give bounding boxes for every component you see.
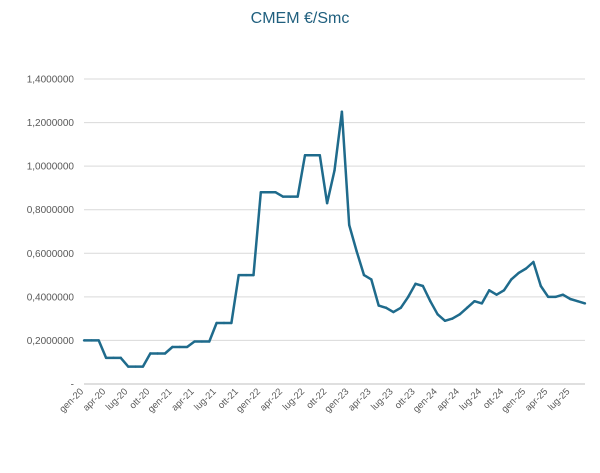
data-point bbox=[495, 293, 498, 296]
data-point bbox=[112, 356, 115, 360]
data-point bbox=[458, 313, 461, 316]
x-tick-label: apr-25 bbox=[523, 386, 550, 413]
data-point bbox=[517, 271, 520, 275]
data-point bbox=[97, 339, 100, 342]
data-point bbox=[230, 321, 233, 325]
data-point bbox=[370, 278, 373, 281]
data-point bbox=[510, 278, 513, 281]
y-tick-label: 0,6000000 bbox=[27, 249, 75, 260]
data-point bbox=[215, 321, 218, 325]
x-tick-label: gen-21 bbox=[146, 386, 175, 415]
data-point bbox=[163, 352, 167, 355]
y-tick-label: 1,4000000 bbox=[27, 75, 75, 86]
data-point bbox=[281, 195, 285, 198]
data-point bbox=[377, 304, 380, 307]
data-point bbox=[325, 201, 329, 205]
data-point bbox=[171, 345, 174, 349]
data-point bbox=[473, 300, 476, 303]
data-point bbox=[82, 339, 86, 342]
x-tick-label: gen-23 bbox=[323, 386, 352, 415]
x-tick-label: lug-25 bbox=[546, 386, 572, 412]
data-point bbox=[178, 345, 181, 349]
data-point bbox=[266, 191, 270, 194]
data-point bbox=[554, 295, 557, 299]
data-point bbox=[185, 345, 189, 349]
data-point bbox=[576, 300, 579, 303]
data-point bbox=[237, 273, 240, 277]
data-point bbox=[289, 195, 292, 198]
data-point bbox=[362, 273, 366, 277]
x-tick-label: gen-24 bbox=[411, 386, 440, 415]
data-point bbox=[90, 339, 93, 342]
data-point bbox=[539, 284, 542, 288]
y-tick-label: 0,2000000 bbox=[27, 336, 75, 347]
data-point bbox=[141, 365, 145, 368]
data-point bbox=[569, 297, 572, 301]
data-point bbox=[296, 195, 299, 198]
data-point bbox=[244, 273, 248, 277]
data-point bbox=[392, 310, 395, 314]
data-point bbox=[274, 191, 277, 194]
data-point bbox=[311, 154, 314, 157]
x-tick-label: apr-22 bbox=[258, 386, 285, 413]
x-tick-label: lug-23 bbox=[369, 386, 395, 412]
data-point bbox=[502, 289, 506, 292]
data-point bbox=[561, 293, 565, 296]
x-tick-label: apr-21 bbox=[169, 386, 196, 413]
data-point bbox=[252, 273, 255, 277]
y-tick-label: 0,4000000 bbox=[27, 292, 75, 303]
data-point bbox=[414, 282, 417, 285]
series-line-cmem bbox=[84, 110, 586, 368]
chart-title: CMEM €/Smc bbox=[250, 10, 350, 27]
x-tick-label: gen-25 bbox=[499, 386, 528, 415]
data-point bbox=[451, 317, 454, 320]
x-tick-label: lug-20 bbox=[104, 386, 130, 412]
data-point bbox=[421, 284, 425, 288]
data-point bbox=[429, 300, 432, 303]
x-tick-label: apr-23 bbox=[346, 386, 373, 413]
x-tick-label: lug-24 bbox=[458, 386, 484, 412]
data-point bbox=[333, 169, 336, 172]
data-point bbox=[532, 260, 535, 264]
x-tick-label: lug-22 bbox=[281, 386, 307, 412]
data-point bbox=[318, 154, 321, 157]
data-point bbox=[156, 352, 159, 355]
y-tick-label: 1,0000000 bbox=[27, 162, 75, 173]
x-tick-label: gen-22 bbox=[234, 386, 263, 415]
y-tick-label: 1,2000000 bbox=[27, 118, 75, 129]
data-point bbox=[340, 110, 344, 113]
data-point bbox=[134, 365, 137, 368]
data-point bbox=[480, 302, 484, 305]
data-point bbox=[488, 289, 491, 292]
data-point bbox=[119, 356, 123, 360]
data-point bbox=[384, 306, 388, 309]
data-point bbox=[127, 365, 130, 368]
data-point bbox=[208, 340, 211, 343]
data-point bbox=[193, 340, 196, 343]
data-point bbox=[259, 191, 263, 194]
data-point bbox=[524, 267, 528, 270]
data-point bbox=[355, 249, 358, 253]
x-tick-label: apr-20 bbox=[81, 386, 108, 413]
data-point bbox=[583, 302, 587, 305]
y-tick-label: 0,8000000 bbox=[27, 205, 75, 216]
data-point bbox=[436, 313, 439, 316]
data-point bbox=[200, 340, 204, 343]
data-point bbox=[443, 319, 447, 323]
data-point bbox=[303, 154, 307, 157]
data-point bbox=[149, 352, 152, 355]
x-tick-label: gen-20 bbox=[57, 386, 86, 415]
x-tick-label: lug-21 bbox=[192, 386, 218, 412]
x-tick-label: apr-24 bbox=[435, 386, 462, 413]
data-point bbox=[546, 295, 550, 299]
data-point bbox=[406, 295, 410, 299]
y-tick-label: - bbox=[71, 380, 74, 391]
data-point bbox=[222, 321, 226, 325]
data-point bbox=[104, 356, 108, 360]
data-point bbox=[465, 306, 469, 309]
data-point bbox=[399, 306, 403, 309]
data-point bbox=[348, 223, 351, 227]
